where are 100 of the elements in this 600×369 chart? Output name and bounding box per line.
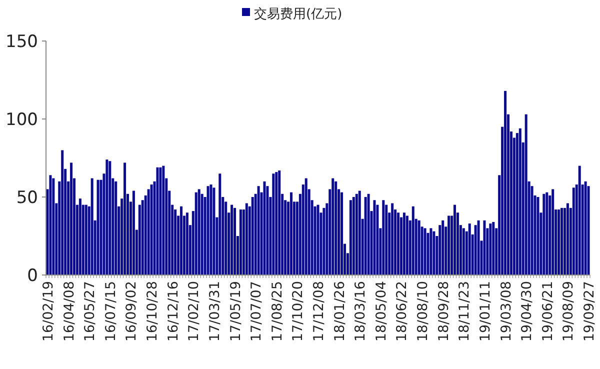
bar: [334, 181, 338, 275]
bar: [560, 208, 564, 275]
bar: [316, 204, 320, 275]
bar: [397, 212, 400, 275]
x-tick-label: 16/07/15: [102, 281, 119, 342]
x-tick-label: 16/04/08: [61, 281, 78, 342]
bar: [108, 161, 112, 275]
bar: [391, 203, 394, 275]
x-tick-label: 19/03/08: [498, 281, 514, 342]
bar: [358, 190, 361, 275]
x-tick-label: 17/05/19: [228, 281, 244, 342]
y-tick-label: 150: [6, 32, 38, 52]
x-tick-label: 18/03/16: [352, 281, 369, 342]
x-tick-label: 19/09/27: [582, 281, 598, 342]
x-tick-label: 17/10/20: [290, 281, 306, 342]
bar: [96, 180, 100, 275]
bar: [272, 174, 275, 275]
bar: [448, 216, 450, 275]
bar: [70, 162, 73, 275]
bar: [230, 204, 234, 275]
bar: [159, 167, 162, 275]
x-tick-label: 17/03/31: [206, 281, 223, 342]
bar: [518, 128, 522, 275]
bar: [432, 231, 436, 275]
bar: [239, 209, 242, 275]
bar: [424, 228, 426, 275]
bar: [584, 181, 587, 275]
bar: [150, 184, 153, 275]
bar: [156, 167, 159, 275]
bar: [49, 175, 52, 275]
bar: [198, 189, 200, 275]
bar: [304, 178, 308, 275]
bar: [504, 90, 507, 275]
bar: [251, 197, 254, 275]
bar: [78, 198, 82, 275]
x-tick-label: 18/06/22: [394, 281, 410, 342]
bar: [290, 192, 292, 275]
x-tick-label: 16/12/16: [165, 281, 182, 342]
bar: [210, 184, 212, 275]
x-tick-label: 18/11/23: [456, 281, 473, 342]
x-tick-label: 19/06/21: [540, 281, 556, 342]
x-tick-label: 18/01/26: [332, 281, 348, 342]
y-tick-label: 0: [27, 266, 38, 286]
bar: [566, 203, 569, 275]
bar: [106, 160, 108, 275]
bar: [349, 200, 352, 275]
bar: [477, 220, 480, 275]
x-tick-label: 16/10/28: [144, 281, 161, 342]
bar: [194, 192, 198, 275]
bar: [212, 188, 216, 275]
bar: [462, 228, 465, 275]
bar: [412, 206, 414, 275]
bar: [483, 220, 486, 275]
bar: [373, 200, 376, 275]
bar: [367, 194, 370, 275]
bar: [90, 178, 94, 275]
bar: [524, 114, 528, 275]
legend-label: 交易费用(亿元): [254, 6, 342, 22]
bar: [536, 197, 540, 275]
bar: [552, 189, 554, 275]
bar: [132, 190, 135, 275]
x-tick-label: 19/01/11: [477, 281, 494, 342]
bar: [453, 204, 456, 275]
x-tick-label: 18/05/04: [373, 281, 390, 342]
x-tick-label: 17/12/08: [311, 281, 327, 342]
x-tick-label: 17/07/07: [248, 281, 265, 342]
bar: [332, 178, 334, 275]
x-tick-label: 16/02/19: [40, 281, 56, 342]
bar: [406, 216, 408, 275]
x-tick-label: 16/09/02: [124, 281, 140, 342]
bar: [546, 192, 548, 275]
bar: [52, 178, 55, 275]
x-tick-label: 17/08/25: [269, 281, 286, 342]
bar: [430, 228, 432, 275]
bar: [61, 150, 64, 275]
bar: [542, 194, 546, 275]
bar: [382, 200, 385, 275]
bar: [186, 212, 188, 275]
bar: [418, 220, 420, 275]
bar: [402, 212, 406, 275]
x-tick-label: 19/08/09: [560, 281, 577, 342]
bar: [263, 181, 266, 275]
bar: [578, 166, 581, 275]
bar: [218, 174, 222, 275]
bar: [257, 186, 260, 275]
bar: [124, 162, 126, 275]
x-tick-label: 16/05/27: [82, 281, 98, 342]
x-tick-label: 17/02/10: [186, 281, 202, 342]
bar: [492, 222, 495, 275]
bar: [278, 170, 281, 275]
y-tick-label: 50: [16, 188, 38, 208]
bar: [162, 166, 165, 275]
bar: [340, 192, 344, 275]
x-tick-label: 18/09/28: [436, 281, 452, 342]
bar: [355, 194, 358, 275]
bar: [245, 203, 248, 275]
bar: [442, 220, 444, 275]
bar: [84, 204, 88, 275]
bar: [468, 224, 471, 275]
y-tick-label: 100: [6, 110, 38, 130]
